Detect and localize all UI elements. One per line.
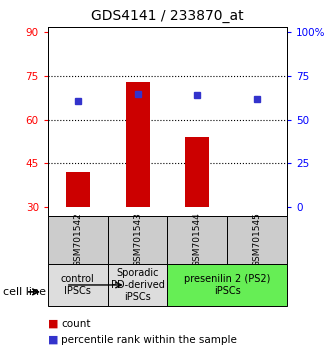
Text: GSM701542: GSM701542	[73, 212, 82, 267]
Text: ■: ■	[48, 319, 58, 329]
Text: GSM701544: GSM701544	[193, 212, 202, 267]
Text: control
IPSCs: control IPSCs	[61, 274, 95, 296]
Title: GDS4141 / 233870_at: GDS4141 / 233870_at	[91, 9, 244, 23]
Text: presenilin 2 (PS2)
iPSCs: presenilin 2 (PS2) iPSCs	[184, 274, 271, 296]
Text: GSM701545: GSM701545	[253, 212, 262, 267]
Text: cell line: cell line	[3, 287, 46, 297]
Text: ■: ■	[48, 335, 58, 345]
Bar	[108, 264, 167, 306]
Text: percentile rank within the sample: percentile rank within the sample	[61, 335, 237, 345]
Bar	[48, 264, 108, 306]
Text: Sporadic
PD-derived
iPSCs: Sporadic PD-derived iPSCs	[111, 268, 165, 302]
Bar	[227, 216, 287, 264]
Bar	[185, 137, 209, 207]
Bar	[66, 172, 90, 207]
Text: count: count	[61, 319, 90, 329]
Text: GSM701543: GSM701543	[133, 212, 142, 267]
Bar	[48, 216, 108, 264]
Bar	[168, 216, 227, 264]
Bar	[108, 216, 167, 264]
Bar	[168, 264, 287, 306]
Bar	[126, 82, 149, 207]
